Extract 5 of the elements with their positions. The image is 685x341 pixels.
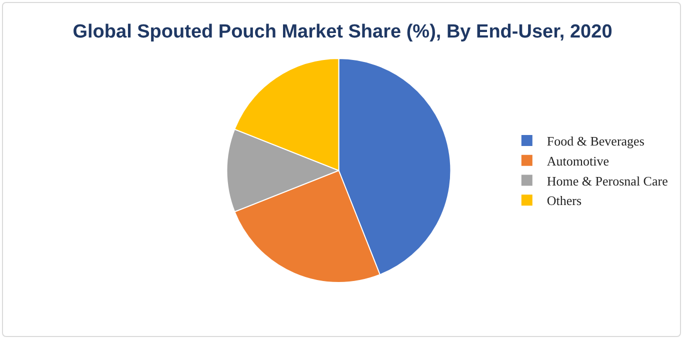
legend-label: Home & Perosnal Care	[546, 173, 668, 188]
chart-title: Global Spouted Pouch Market Share (%), By End-User, 2020	[72, 21, 612, 42]
legend-label: Automotive	[546, 153, 610, 168]
legend-label: Food & Beverages	[546, 134, 644, 149]
legend-label: Others	[546, 193, 582, 208]
